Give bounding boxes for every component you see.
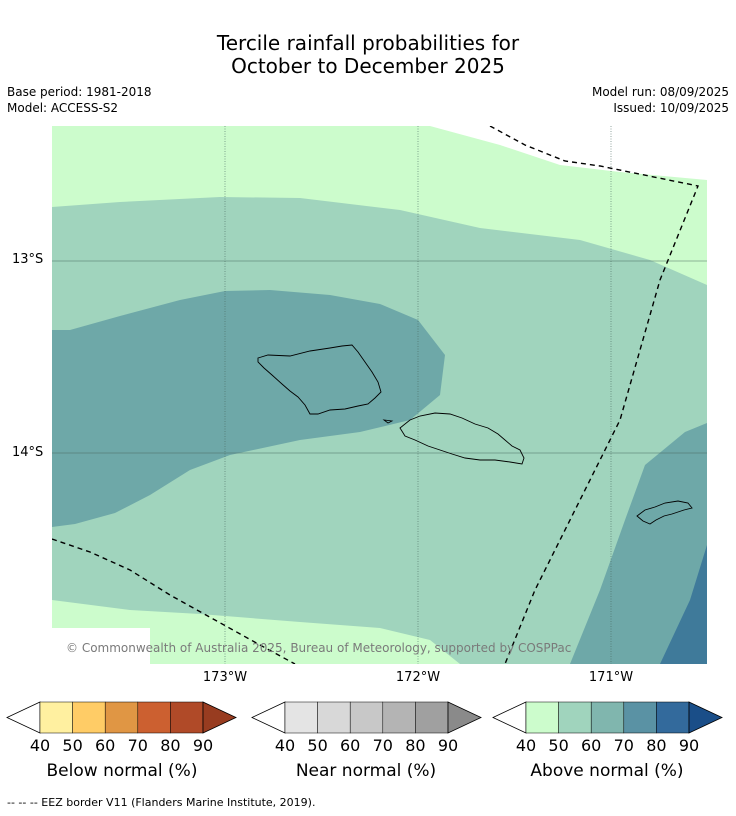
colorbar-title-near: Near normal (%): [295, 761, 437, 781]
colorbar-near-high-arrow: [447, 701, 482, 734]
colorbar-above-tick-label: 40: [515, 736, 537, 755]
chart-title-line1: Tercile rainfall probabilities for: [216, 31, 520, 55]
colorbar-near-tick-label: 50: [307, 736, 328, 755]
lon-label-171w: 171°W: [588, 670, 634, 685]
issued-date: Issued: 10/09/2025: [613, 101, 729, 115]
savaii-island: [257, 344, 382, 415]
colorbar-above-tick-label: 70: [613, 736, 634, 755]
colorbar-below-tick-label: 90: [192, 736, 214, 755]
upolu-island: [399, 412, 525, 465]
colorbar-below-tick-label: 40: [29, 736, 51, 755]
colorbar-near-segment: [415, 701, 449, 734]
colorbar-above-segment: [656, 701, 690, 734]
graticule: [224, 126, 612, 664]
colorbar-below-tick-label: 60: [95, 736, 116, 755]
above-70-region: [660, 545, 707, 664]
colorbar-near-tick-label: 90: [437, 736, 459, 755]
colorbar-near-low-arrow: [251, 701, 286, 734]
colorbar-near-segment: [382, 701, 416, 734]
colorbar-above-segment: [525, 701, 559, 734]
lon-label-173w: 173°W: [202, 670, 248, 685]
colorbar-above-tick-label: 50: [548, 736, 569, 755]
copyright-notice: © Commonwealth of Australia 2025, Bureau…: [66, 641, 572, 655]
lat-label-13s: 13°S: [12, 252, 44, 267]
eez-footnote: -- -- -- EEZ border V11 (Flanders Marine…: [7, 796, 316, 809]
colorbar-above-high-arrow: [688, 701, 723, 734]
colorbar-below-segment: [170, 701, 204, 734]
colorbar-below-segment: [72, 701, 106, 734]
colorbar-below-tick-label: 70: [127, 736, 148, 755]
colorbar-near-tick-label: 40: [274, 736, 296, 755]
colorbar-above-tick-label: 90: [678, 736, 700, 755]
colorbar-above-segment: [623, 701, 657, 734]
colorbar-near-segment: [317, 701, 351, 734]
colorbar-near-segment: [349, 701, 384, 734]
colorbar-below-segment: [137, 701, 171, 734]
colorbar-near-tick-label: 70: [372, 736, 393, 755]
colorbar-above-segment: [558, 701, 592, 734]
colorbar-below-high-arrow: [202, 701, 237, 734]
colorbar-above-segment: [590, 701, 625, 734]
colorbar-below-tick-label: 50: [62, 736, 83, 755]
model-name: Model: ACCESS-S2: [7, 101, 119, 115]
colorbar-above-low-arrow: [492, 701, 527, 734]
colorbar-near-segment: [284, 701, 318, 734]
chart-title-line2: October to December 2025: [231, 54, 505, 78]
model-run: Model run: 08/09/2025: [591, 85, 729, 99]
colorbar-title-below: Below normal (%): [46, 761, 198, 781]
eez-border: [52, 126, 699, 664]
colorbar-near-tick-label: 60: [340, 736, 361, 755]
colorbar-above-tick-label: 60: [581, 736, 602, 755]
colorbar-below-tick-label: 80: [160, 736, 181, 755]
colorbar-near-tick-label: 80: [405, 736, 426, 755]
colorbar-above-tick-label: 80: [646, 736, 667, 755]
colorbar-below-low-arrow: [6, 701, 41, 734]
lon-label-172w: 172°W: [395, 670, 441, 685]
lat-label-14s: 14°S: [12, 445, 44, 460]
colorbar-below-segment: [104, 701, 139, 734]
graticule-lat: [52, 260, 707, 454]
base-period: Base period: 1981-2018: [7, 85, 152, 99]
manono-islet: [382, 419, 394, 424]
colorbar-title-above: Above normal (%): [530, 761, 684, 781]
tutuila-island: [636, 500, 693, 525]
above-60-region-east: [570, 423, 707, 664]
above-60-region-west: [52, 290, 445, 527]
colorbar-below-segment: [39, 701, 73, 734]
